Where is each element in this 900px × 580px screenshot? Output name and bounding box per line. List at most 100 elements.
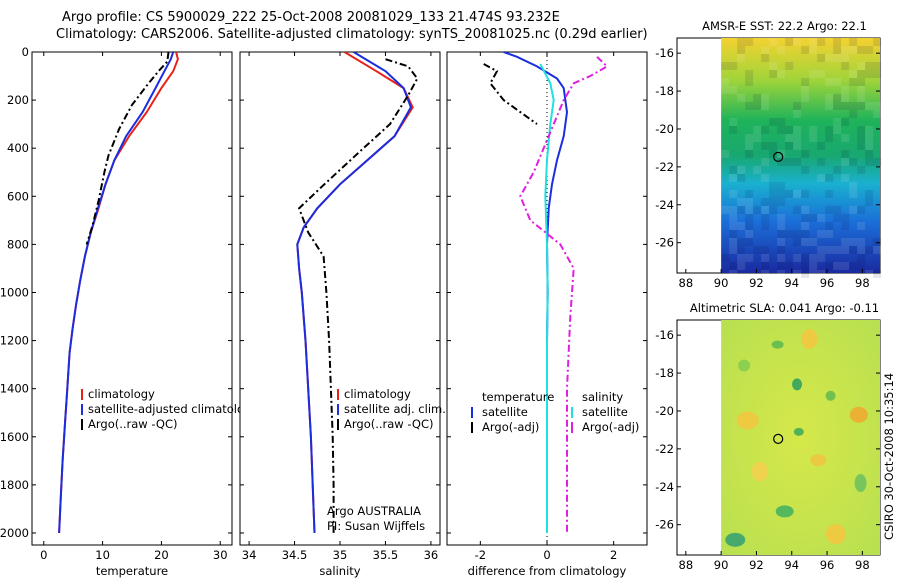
sla-blob <box>810 454 827 467</box>
sst-cell <box>777 126 786 134</box>
sst-cell <box>801 254 810 262</box>
sla-blob <box>792 378 803 391</box>
y-tick-label: 600 <box>7 189 29 203</box>
x-tick-label: 92 <box>749 558 764 572</box>
sst-cell <box>729 166 738 174</box>
sst-cell <box>777 270 786 278</box>
sst-cell <box>777 46 786 54</box>
sst-cell <box>745 222 754 230</box>
sst-cell <box>729 126 738 134</box>
sst-cell <box>801 190 810 198</box>
sst-cell <box>737 46 746 54</box>
sst-cell <box>873 70 882 78</box>
sst-cell <box>857 102 866 110</box>
sst-cell <box>865 270 874 278</box>
x-tick-label: 94 <box>784 558 799 572</box>
sst-cell <box>737 54 746 62</box>
sst-cell <box>849 246 858 254</box>
map-title: AMSR-E SST: 22.2 Argo: 22.1 <box>702 19 867 33</box>
sst-cell <box>737 246 746 254</box>
x-tick-label: 2 <box>610 548 617 562</box>
sst-cell <box>865 134 874 142</box>
sst-cell <box>729 174 738 182</box>
sst-cell <box>833 94 842 102</box>
sst-cell <box>737 94 746 102</box>
x-tick-label: 35.5 <box>373 548 399 562</box>
sst-cell <box>729 118 738 126</box>
sst-cell <box>745 214 754 222</box>
sst-cell <box>817 158 826 166</box>
sst-cell <box>793 254 802 262</box>
sst-cell <box>777 246 786 254</box>
sst-cell <box>721 78 730 86</box>
sst-cell <box>785 62 794 70</box>
sst-cell <box>761 174 770 182</box>
sst-cell <box>841 246 850 254</box>
sst-cell <box>865 198 874 206</box>
y-tick-label: 800 <box>7 237 29 251</box>
sst-cell <box>841 62 850 70</box>
sst-cell <box>729 206 738 214</box>
sst-cell <box>777 254 786 262</box>
sst-cell <box>801 46 810 54</box>
sst-cell <box>833 214 842 222</box>
sla-blob <box>775 505 794 518</box>
x-tick-label: -2 <box>475 548 486 562</box>
sst-cell <box>841 54 850 62</box>
sla-field <box>721 320 880 555</box>
argo-credit-line1: Argo AUSTRALIA <box>327 504 421 518</box>
series-line-2 <box>58 52 175 534</box>
sst-cell <box>793 126 802 134</box>
legend-entry: Argo(..raw -QC) <box>88 417 178 431</box>
sst-cell <box>833 246 842 254</box>
x-tick-label: 0 <box>40 548 47 562</box>
sst-cell <box>777 230 786 238</box>
sst-cell <box>777 182 786 190</box>
sst-cell <box>825 134 834 142</box>
sst-cell <box>753 102 762 110</box>
sst-cell <box>769 206 778 214</box>
y-tick-label: 2000 <box>0 526 29 540</box>
x-tick-label: 30 <box>213 548 228 562</box>
sst-cell <box>753 206 762 214</box>
sst-cell <box>729 230 738 238</box>
sst-cell <box>849 38 858 46</box>
sst-cell <box>857 70 866 78</box>
series-line-4 <box>519 56 609 533</box>
x-tick-label: 36 <box>424 548 439 562</box>
sst-cell <box>849 190 858 198</box>
sst-cell <box>849 46 858 54</box>
sst-cell <box>809 238 818 246</box>
sst-cell <box>777 198 786 206</box>
sst-cell <box>809 134 818 142</box>
sst-cell <box>865 158 874 166</box>
sst-cell <box>793 230 802 238</box>
y-tick-label: -22 <box>655 160 674 174</box>
sst-cell <box>833 262 842 270</box>
sst-cell <box>865 46 874 54</box>
sst-cell <box>769 38 778 46</box>
sst-cell <box>737 198 746 206</box>
sst-cell <box>857 206 866 214</box>
x-tick-label: 88 <box>679 276 694 290</box>
sst-cell <box>745 206 754 214</box>
sst-cell <box>729 86 738 94</box>
sst-cell <box>841 86 850 94</box>
sst-cell <box>769 190 778 198</box>
sst-cell <box>865 62 874 70</box>
sst-cell <box>841 46 850 54</box>
series-group <box>483 52 609 533</box>
sst-cell <box>849 78 858 86</box>
sst-cell <box>721 86 730 94</box>
argo-credit-line2: PI: Susan Wijffels <box>327 519 425 533</box>
sst-cell <box>753 94 762 102</box>
sst-cell <box>857 126 866 134</box>
sst-cell <box>769 142 778 150</box>
sst-cell <box>737 166 746 174</box>
sst-cell <box>841 102 850 110</box>
sst-cell <box>729 214 738 222</box>
sst-cell <box>841 222 850 230</box>
x-tick-label: 94 <box>784 276 799 290</box>
legend-entry: satellite-adjusted climatology <box>88 402 258 416</box>
